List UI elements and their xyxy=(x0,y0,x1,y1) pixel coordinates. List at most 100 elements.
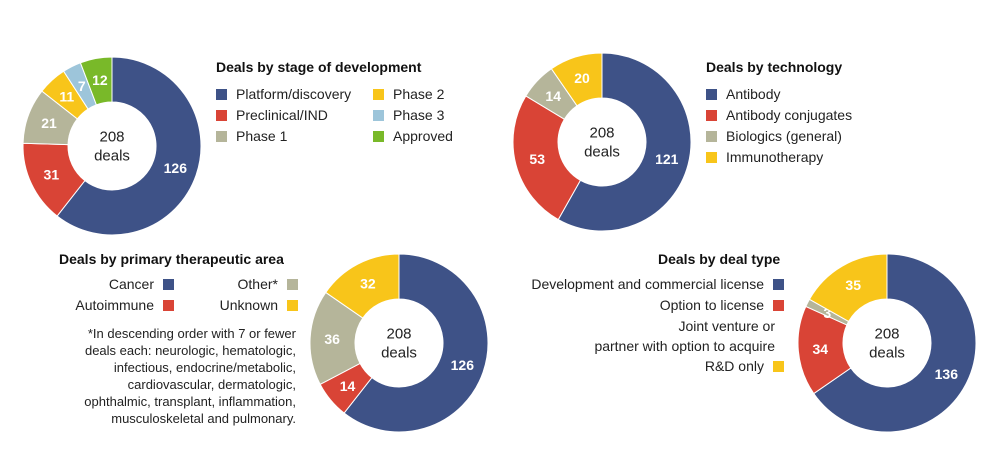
donut-slice-0 xyxy=(343,253,489,433)
legend-item-phase3: Phase 3 xyxy=(373,105,483,126)
legend-label: Phase 3 xyxy=(393,107,445,123)
slice-value-label: 136 xyxy=(935,366,959,382)
legend-swatch xyxy=(163,300,174,311)
legend-item-phase1: Phase 1 xyxy=(216,126,376,147)
legend-label: Platform/discovery xyxy=(236,86,352,102)
legend-label: Preclinical/IND xyxy=(236,107,328,123)
legend-swatch xyxy=(706,152,717,163)
legend-item-option-license: Option to license xyxy=(480,295,784,316)
legend-swatch xyxy=(287,300,298,311)
center-total: 208 xyxy=(99,129,124,146)
therapy-legend: Cancer Autoimmune Other* Unknown xyxy=(40,274,298,318)
therapy-footnote: *In descending order with 7 or fewer dea… xyxy=(40,325,296,427)
legend-item-other: Other* xyxy=(220,274,298,295)
center-caption: deals xyxy=(869,345,905,362)
footnote-line: cardiovascular, dermatologic, xyxy=(127,377,296,392)
legend-swatch xyxy=(373,89,384,100)
legend-swatch xyxy=(773,300,784,311)
legend-label: Option to license xyxy=(659,297,764,313)
donut-slice-0 xyxy=(557,52,692,232)
center-caption: deals xyxy=(94,148,130,165)
technology-legend: Antibody Antibody conjugates Biologics (… xyxy=(706,84,906,168)
dealtype-chart-title: Deals by deal type xyxy=(658,251,781,267)
legend-swatch xyxy=(163,279,174,290)
center-total: 208 xyxy=(874,326,899,343)
legend-label: Biologics (general) xyxy=(726,128,842,144)
slice-value-label: 121 xyxy=(655,151,679,167)
legend-item-rnd-only: R&D only xyxy=(480,356,784,377)
legend-label: R&D only xyxy=(704,358,764,374)
dealtype-legend: Development and commercial license Optio… xyxy=(480,274,784,377)
legend-label: partner with option to acquire xyxy=(594,338,775,354)
slice-value-label: 53 xyxy=(529,151,545,167)
legend-swatch xyxy=(216,89,227,100)
legend-swatch xyxy=(216,110,227,121)
legend-label: Approved xyxy=(393,128,453,144)
legend-label: Autoimmune xyxy=(75,297,154,313)
slice-value-label: 36 xyxy=(324,331,340,347)
legend-label: Other* xyxy=(237,276,278,292)
legend-swatch xyxy=(373,131,384,142)
center-caption: deals xyxy=(584,144,620,161)
slice-value-label: 21 xyxy=(41,115,57,131)
technology-donut-chart: 121 53 14 20 208 deals xyxy=(512,52,692,232)
slice-value-label: 11 xyxy=(59,89,74,105)
legend-item-platform: Platform/discovery xyxy=(216,84,376,105)
footnote-line: deals each: neurologic, hematologic, xyxy=(84,343,296,358)
legend-label: Development and commercial license xyxy=(531,276,764,292)
slice-value-label: 35 xyxy=(845,277,861,293)
legend-label: Unknown xyxy=(219,297,278,313)
donut-slice-3 xyxy=(325,253,400,319)
legend-swatch xyxy=(773,279,784,290)
slice-value-label: 32 xyxy=(360,276,376,292)
legend-swatch xyxy=(373,110,384,121)
legend-label: Phase 1 xyxy=(236,128,288,144)
legend-item-unknown: Unknown xyxy=(220,295,298,316)
donut-slice-3 xyxy=(550,52,603,107)
slice-value-label: 34 xyxy=(812,341,828,357)
footnote-line: *In descending order with 7 or fewer xyxy=(87,326,296,341)
donut-slice-0 xyxy=(56,56,202,236)
donut-slice-1 xyxy=(512,95,582,221)
center-total: 208 xyxy=(589,125,614,142)
legend-item-preclinical: Preclinical/IND xyxy=(216,105,376,126)
footnote-line: ophthalmic, transplant, inflammation, xyxy=(84,394,296,409)
center-caption: deals xyxy=(381,345,417,362)
legend-swatch xyxy=(706,131,717,142)
legend-swatch xyxy=(287,279,298,290)
legend-item-immunotherapy: Immunotherapy xyxy=(706,147,906,168)
slice-value-label: 12 xyxy=(92,72,108,88)
slice-value-label: 14 xyxy=(545,88,561,104)
legend-item-joint-venture: Joint venture or partner with option to … xyxy=(480,316,784,356)
legend-item-biologics: Biologics (general) xyxy=(706,126,906,147)
slice-value-label: 126 xyxy=(451,357,475,373)
legend-item-phase2: Phase 2 xyxy=(373,84,483,105)
dealtype-donut-chart: 136 34 3 35 208 deals xyxy=(797,253,977,433)
donut-slice-0 xyxy=(813,253,977,433)
slice-value-label: 126 xyxy=(164,160,188,176)
legend-item-cancer: Cancer xyxy=(75,274,174,295)
therapy-donut-chart: 126 14 36 32 208 deals xyxy=(309,253,489,433)
legend-item-autoimmune: Autoimmune xyxy=(75,295,174,316)
center-total: 208 xyxy=(386,326,411,343)
legend-item-antibody: Antibody xyxy=(706,84,906,105)
donut-slice-5 xyxy=(79,56,113,106)
legend-swatch xyxy=(706,110,717,121)
slice-value-label: 3 xyxy=(823,305,831,321)
legend-item-antibody-conjugates: Antibody conjugates xyxy=(706,105,906,126)
donut-slice-3 xyxy=(808,253,888,323)
technology-chart-title: Deals by technology xyxy=(706,59,843,75)
footnote-line: infectious, endocrine/metabolic, xyxy=(113,360,296,375)
footnote-line: musculoskeletal and pulmonary. xyxy=(111,411,296,426)
legend-label: Joint venture or xyxy=(678,318,776,334)
legend-label: Phase 2 xyxy=(393,86,445,102)
legend-label: Antibody conjugates xyxy=(726,107,853,123)
legend-swatch xyxy=(706,89,717,100)
legend-item-approved: Approved xyxy=(373,126,483,147)
stage-chart-title: Deals by stage of development xyxy=(216,59,422,75)
legend-item-dev-commercial: Development and commercial license xyxy=(480,274,784,295)
legend-label: Cancer xyxy=(108,276,154,292)
slice-value-label: 31 xyxy=(44,166,60,182)
legend-swatch xyxy=(216,131,227,142)
